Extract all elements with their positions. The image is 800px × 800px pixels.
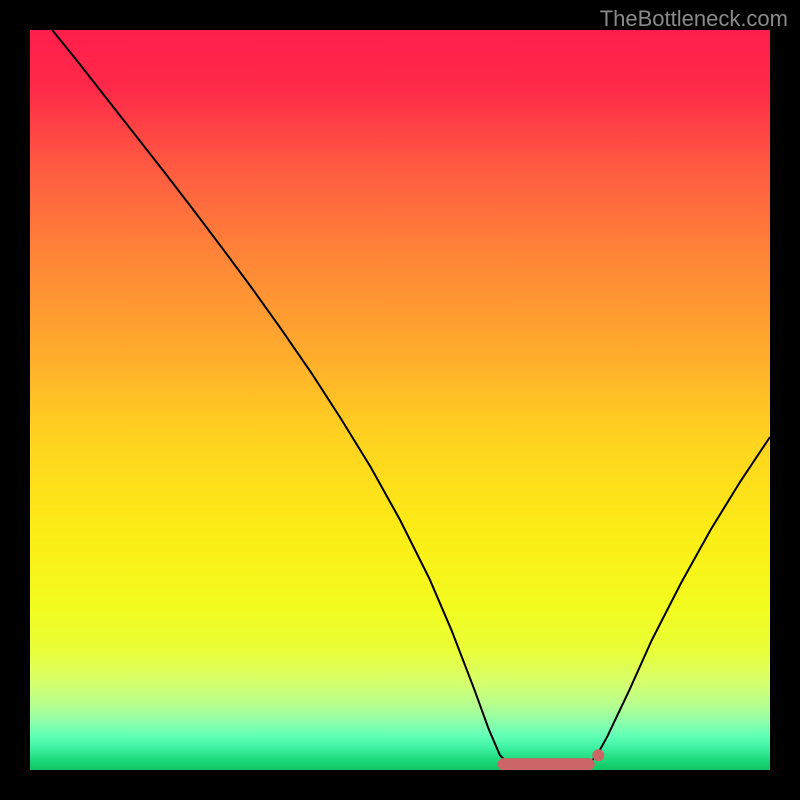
bottleneck-curve [52, 30, 770, 769]
chart-container: TheBottleneck.com [0, 0, 800, 800]
plot-area [30, 30, 770, 770]
flat-region-end-dot [592, 749, 604, 761]
watermark-text: TheBottleneck.com [600, 6, 788, 32]
curve-layer [30, 30, 770, 770]
